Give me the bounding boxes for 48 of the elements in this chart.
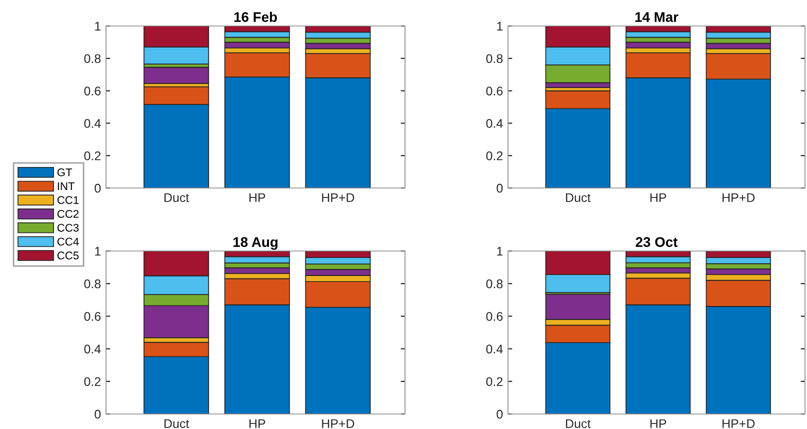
- x-tick-label: HP: [650, 419, 666, 428]
- bar: [144, 66, 210, 84]
- y-tick-label: 1: [95, 22, 101, 31]
- legend-label: CC5: [57, 252, 79, 260]
- legend-label: CC4: [57, 238, 79, 246]
- legend-label: INT: [58, 182, 75, 190]
- y-tick-label: 0: [496, 184, 503, 193]
- chart-title: 14 Mar: [635, 12, 678, 22]
- y-tick-label: 0.8: [486, 279, 503, 288]
- x-tick-label: Duct: [566, 419, 591, 428]
- chart-title: 23 Oct: [636, 237, 678, 247]
- y-tick-label: 0.4: [84, 119, 101, 128]
- chart-title: 16 Feb: [234, 12, 277, 22]
- x-tick-label: Duct: [164, 193, 190, 202]
- y-tick-label: 0.2: [486, 151, 503, 160]
- x-tick-label: HP: [650, 193, 666, 202]
- y-tick-label: 0: [94, 410, 101, 419]
- y-tick-label: 0.6: [486, 86, 503, 96]
- y-tick-label: 1: [497, 246, 503, 256]
- y-tick-label: 1: [95, 246, 101, 256]
- y-tick-label: 0.6: [84, 86, 101, 96]
- y-tick-label: 0.4: [486, 119, 503, 128]
- x-tick-label: HP+D: [722, 193, 755, 202]
- x-tick-label: Duct: [566, 193, 591, 202]
- x-tick-label: HP: [249, 419, 266, 428]
- legend-label: CC3: [57, 224, 79, 232]
- y-tick-label: 0.4: [84, 344, 101, 354]
- legend-label: CC1: [57, 196, 79, 204]
- y-tick-label: 0: [496, 410, 503, 419]
- x-tick-label: HP+D: [722, 419, 755, 428]
- y-tick-label: 0.6: [84, 312, 101, 321]
- legend-label: CC2: [57, 210, 79, 218]
- y-tick-label: 0: [94, 184, 101, 193]
- chart-title: 18 Aug: [233, 237, 278, 250]
- y-tick-label: 0.4: [486, 344, 503, 354]
- y-tick-label: 0.8: [84, 54, 101, 64]
- y-tick-label: 1: [497, 22, 503, 31]
- y-tick-label: 0.8: [486, 54, 503, 64]
- y-tick-label: 0.2: [84, 377, 101, 386]
- legend-label: GT: [57, 168, 72, 176]
- y-tick-label: 0.2: [84, 151, 101, 160]
- y-tick-label: 0.8: [84, 279, 101, 288]
- x-tick-label: HP: [249, 193, 266, 202]
- y-tick-label: 0.2: [486, 377, 503, 386]
- x-tick-label: HP+D: [322, 193, 354, 202]
- y-tick-label: 0.6: [486, 312, 503, 321]
- x-tick-label: HP+D: [322, 419, 354, 428]
- x-tick-label: Duct: [164, 419, 190, 428]
